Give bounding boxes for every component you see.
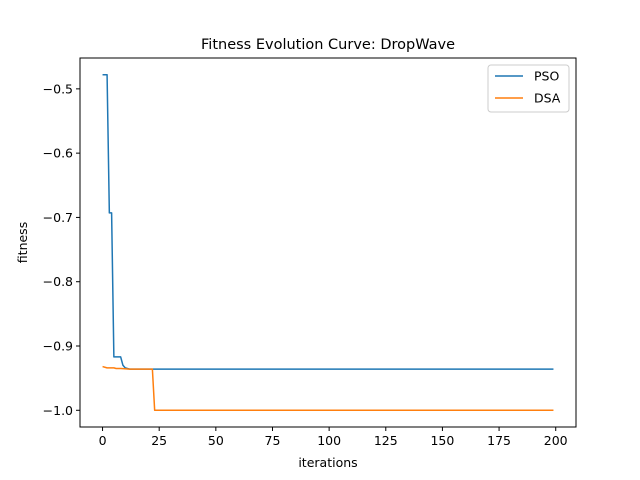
chart-title: Fitness Evolution Curve: DropWave	[201, 37, 455, 53]
x-tick-label: 50	[208, 433, 224, 448]
x-tick-label: 200	[544, 433, 568, 448]
x-tick-label: 75	[265, 433, 281, 448]
y-tick-label: −0.5	[43, 81, 73, 96]
legend-label-dsa: DSA	[534, 91, 561, 106]
y-tick-label: −1.0	[43, 403, 73, 418]
x-axis-ticks: 0 25 50 75 100 125 150 175 200	[99, 427, 568, 448]
x-tick-label: 25	[151, 433, 167, 448]
series-line-dsa	[102, 365, 554, 412]
x-axis-label: iterations	[298, 455, 357, 470]
x-tick-label: 175	[487, 433, 511, 448]
axes-frame	[79, 57, 577, 428]
y-tick-label: −0.6	[43, 146, 73, 161]
x-tick-label: 0	[99, 433, 107, 448]
x-tick-label: 100	[317, 433, 341, 448]
y-axis-ticks: −1.0 −0.9 −0.8 −0.7 −0.6 −0.5	[43, 81, 80, 418]
y-tick-label: −0.7	[43, 210, 73, 225]
x-tick-label: 125	[374, 433, 398, 448]
legend-label-pso: PSO	[534, 69, 559, 84]
y-tick-label: −0.9	[43, 339, 73, 354]
x-tick-label: 150	[430, 433, 454, 448]
series-layer	[102, 73, 554, 412]
y-tick-label: −0.8	[43, 274, 73, 289]
legend: PSO DSA	[487, 64, 570, 113]
y-axis-label: fitness	[15, 222, 30, 263]
